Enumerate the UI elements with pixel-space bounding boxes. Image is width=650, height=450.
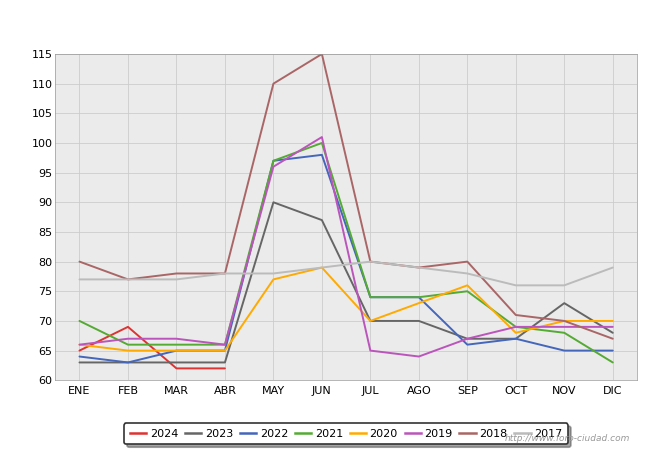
Text: http://www.foro-ciudad.com: http://www.foro-ciudad.com bbox=[505, 434, 630, 443]
Text: Afiliados en Rebollar a 31/5/2024: Afiliados en Rebollar a 31/5/2024 bbox=[187, 16, 463, 34]
Legend: 2024, 2023, 2022, 2021, 2020, 2019, 2018, 2017: 2024, 2023, 2022, 2021, 2020, 2019, 2018… bbox=[124, 423, 568, 445]
